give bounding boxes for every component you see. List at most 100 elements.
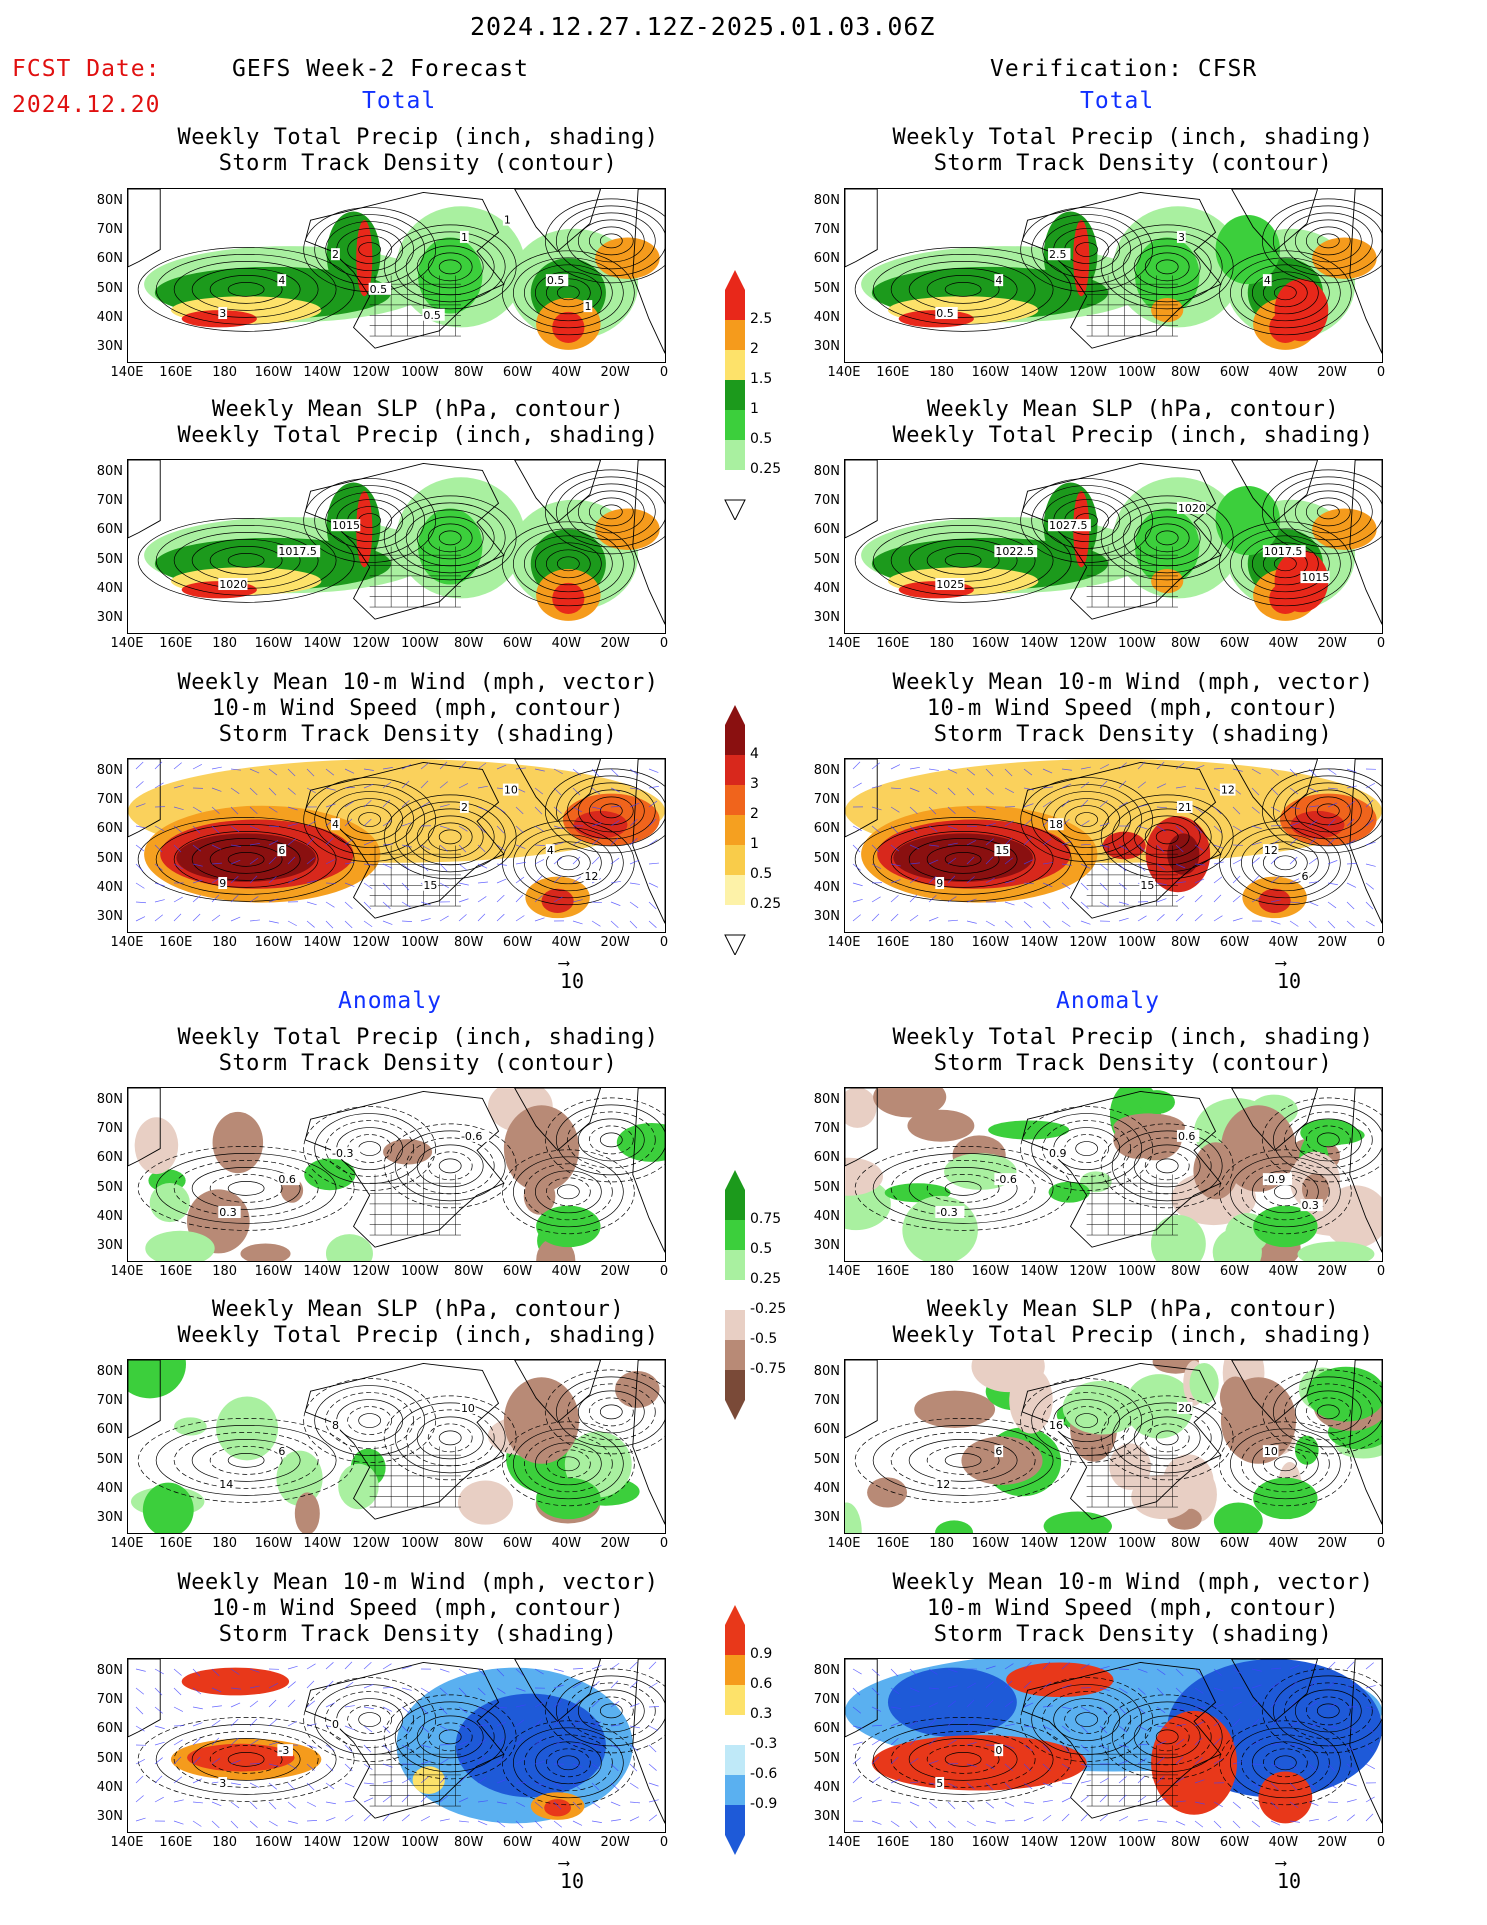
contour-label: 2: [332, 248, 339, 261]
colorbar-label: 0.9: [750, 1646, 773, 1662]
lon-tick-label: 140W: [1020, 1536, 1059, 1551]
lon-tick-label: 60W: [1219, 636, 1250, 651]
lon-tick-label: 180: [212, 365, 238, 380]
colorbar-swatch: [725, 1775, 745, 1805]
lat-tick-label: 30N: [813, 1510, 840, 1525]
colorbar-label: 0.25: [750, 1271, 782, 1287]
lat-tick-label: 80N: [96, 1663, 123, 1678]
colorbar-swatch: [725, 1370, 745, 1400]
lat-tick-label: 40N: [813, 580, 840, 596]
contour-label: 6: [995, 1445, 1002, 1458]
lat-tick-label: 70N: [96, 493, 123, 509]
panel-title-line: Weekly Total Precip (inch, shading): [177, 1323, 659, 1348]
lat-tick-label: 80N: [96, 763, 123, 778]
map-panel-total-fc-precip_storm: 4 3 2 1 0.5 1 0.5 1 0.5: [127, 188, 666, 363]
lon-tick-label: 0: [1376, 636, 1386, 651]
lat-tick-label: 50N: [813, 1750, 840, 1766]
lat-tick-label: 70N: [96, 1121, 123, 1137]
lat-tick-label: 60N: [96, 1422, 123, 1438]
date-range-title: 2024.12.27.12Z-2025.01.03.06Z: [470, 12, 936, 41]
contour-label: 0.6: [1178, 1130, 1196, 1143]
vector-reference-label: 10: [1276, 969, 1302, 993]
lon-tick-label: 140E: [827, 1536, 861, 1551]
fcst-date-value: 2024.12.20: [12, 92, 161, 118]
lat-tick-label: 40N: [96, 1779, 123, 1795]
lon-tick-label: 180: [212, 636, 238, 651]
lon-tick-label: 160W: [254, 1264, 293, 1279]
lon-tick-label: 20W: [1317, 935, 1347, 950]
lat-tick-label: 60N: [813, 821, 840, 837]
lon-tick-label: 120W: [1069, 1264, 1107, 1279]
lon-tick-label: 60W: [1219, 365, 1250, 380]
map-panel-total-ver-slp_precip: 1022.5 1025 1027.5 1020 1017.5 1015: [844, 459, 1383, 634]
map-panel-total-fc-slp_precip: 1017.5 1020 1015: [127, 459, 666, 634]
contour-label: 1017.5: [1264, 545, 1303, 558]
map-panel-anom-fc-precip_storm: 0.6 0.3 -0.3 -0.6: [127, 1087, 666, 1262]
lat-tick-label: 50N: [813, 280, 840, 296]
lon-tick-label: 120W: [1069, 365, 1107, 380]
contour-label: 3: [219, 307, 226, 320]
lon-tick-label: 20W: [600, 1835, 630, 1850]
colorbar-swatch: [725, 1280, 745, 1310]
colorbar-swatch: [725, 1715, 745, 1745]
lon-tick-label: 140W: [1020, 1835, 1059, 1850]
lon-tick-label: 160E: [876, 1536, 910, 1551]
colorbar-label: 2.5: [750, 311, 773, 327]
lon-tick-label: 100W: [401, 636, 439, 651]
colorbar-label: -0.6: [750, 1766, 778, 1782]
lon-tick-label: 80W: [454, 1536, 484, 1551]
colorbar-label: -0.5: [750, 1331, 778, 1347]
contour-label: 15: [995, 844, 1009, 857]
lat-tick-label: 60N: [813, 251, 840, 267]
lon-tick-label: 40W: [1268, 935, 1299, 950]
lon-tick-label: 40W: [551, 935, 582, 950]
lon-tick-label: 20W: [1317, 1835, 1347, 1850]
colorbar-swatch: [725, 1310, 745, 1340]
lon-tick-label: 40W: [1268, 1835, 1299, 1850]
panel-title-line: 10-m Wind Speed (mph, contour): [926, 696, 1340, 721]
lon-tick-label: 0: [659, 1835, 669, 1850]
lon-tick-label: 20W: [1317, 1264, 1347, 1279]
lon-tick-label: 120W: [352, 1835, 390, 1850]
panel-title-line: Weekly Mean SLP (hPa, contour): [211, 1297, 625, 1322]
lon-tick-label: 80W: [1171, 1835, 1201, 1850]
contour-label: 1: [461, 231, 468, 244]
lon-tick-label: 140E: [827, 1835, 861, 1850]
lat-tick-label: 40N: [96, 309, 123, 325]
lon-tick-label: 180: [929, 1835, 955, 1850]
contour-label: 0.9: [1049, 1147, 1067, 1160]
lat-tick-label: 60N: [96, 1150, 123, 1166]
colorbar-label: 0.5: [750, 866, 773, 882]
lon-tick-label: 100W: [1118, 365, 1156, 380]
panel-title-line: Weekly Mean SLP (hPa, contour): [211, 397, 625, 422]
colorbar-swatch: [725, 380, 745, 410]
colorbar-label: 0.5: [750, 1241, 773, 1257]
lon-tick-label: 100W: [401, 1536, 439, 1551]
colorbar-swatch: [725, 725, 745, 755]
lon-tick-label: 180: [929, 636, 955, 651]
lon-tick-label: 0: [1376, 1536, 1386, 1551]
contour-label: 0.5: [936, 307, 954, 320]
lon-tick-label: 180: [929, 1536, 955, 1551]
lon-tick-label: 140W: [303, 935, 342, 950]
lat-tick-label: 50N: [813, 551, 840, 567]
colorbar-anomaly-storm-density: 0.9 0.6 0.3 -0.3 -0.6 -0.9: [722, 1605, 822, 1855]
lon-tick-label: 160E: [159, 1264, 193, 1279]
lon-tick-label: 160W: [971, 935, 1010, 950]
lat-tick-label: 30N: [96, 1510, 123, 1525]
colorbar-swatch: [725, 905, 745, 935]
lon-tick-label: 40W: [551, 636, 582, 651]
lat-tick-label: 30N: [813, 610, 840, 625]
colorbar-label: 1: [750, 401, 759, 417]
vector-reference-arrow: ⟶: [1276, 953, 1286, 972]
lon-tick-label: 60W: [502, 1264, 533, 1279]
lon-tick-label: 80W: [454, 636, 484, 651]
map-panel-total-ver-precip_storm: 4 0.5 2.5 3 4: [844, 188, 1383, 363]
contour-label: 4: [547, 844, 554, 857]
colorbar-label: -0.9: [750, 1796, 778, 1812]
lon-tick-label: 0: [1376, 365, 1386, 380]
contour-label: 0: [332, 1718, 339, 1731]
vector-reference-label: 10: [1276, 1869, 1302, 1893]
lon-tick-label: 40W: [1268, 636, 1299, 651]
panel-title-line: Storm Track Density (shading): [933, 722, 1333, 747]
